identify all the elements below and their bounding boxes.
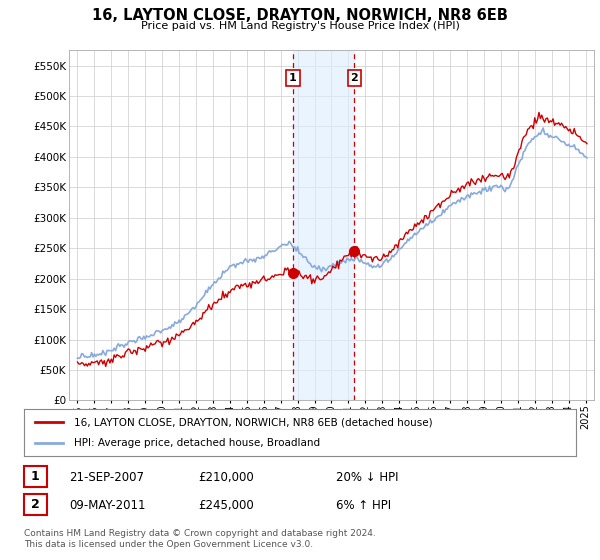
Text: 6% ↑ HPI: 6% ↑ HPI <box>336 498 391 512</box>
Text: 2: 2 <box>31 498 40 511</box>
Text: 21-SEP-2007: 21-SEP-2007 <box>69 470 144 484</box>
FancyBboxPatch shape <box>24 466 47 487</box>
Text: 16, LAYTON CLOSE, DRAYTON, NORWICH, NR8 6EB: 16, LAYTON CLOSE, DRAYTON, NORWICH, NR8 … <box>92 8 508 24</box>
Text: 09-MAY-2011: 09-MAY-2011 <box>69 498 146 512</box>
FancyBboxPatch shape <box>24 494 47 515</box>
Text: 20% ↓ HPI: 20% ↓ HPI <box>336 470 398 484</box>
Text: Price paid vs. HM Land Registry's House Price Index (HPI): Price paid vs. HM Land Registry's House … <box>140 21 460 31</box>
Text: 16, LAYTON CLOSE, DRAYTON, NORWICH, NR8 6EB (detached house): 16, LAYTON CLOSE, DRAYTON, NORWICH, NR8 … <box>74 417 433 427</box>
Text: £245,000: £245,000 <box>198 498 254 512</box>
Text: 1: 1 <box>31 470 40 483</box>
Text: 1: 1 <box>289 73 297 83</box>
Text: HPI: Average price, detached house, Broadland: HPI: Average price, detached house, Broa… <box>74 438 320 448</box>
Text: 2: 2 <box>350 73 358 83</box>
Text: Contains HM Land Registry data © Crown copyright and database right 2024.
This d: Contains HM Land Registry data © Crown c… <box>24 529 376 549</box>
Bar <box>293 50 355 400</box>
Text: £210,000: £210,000 <box>198 470 254 484</box>
